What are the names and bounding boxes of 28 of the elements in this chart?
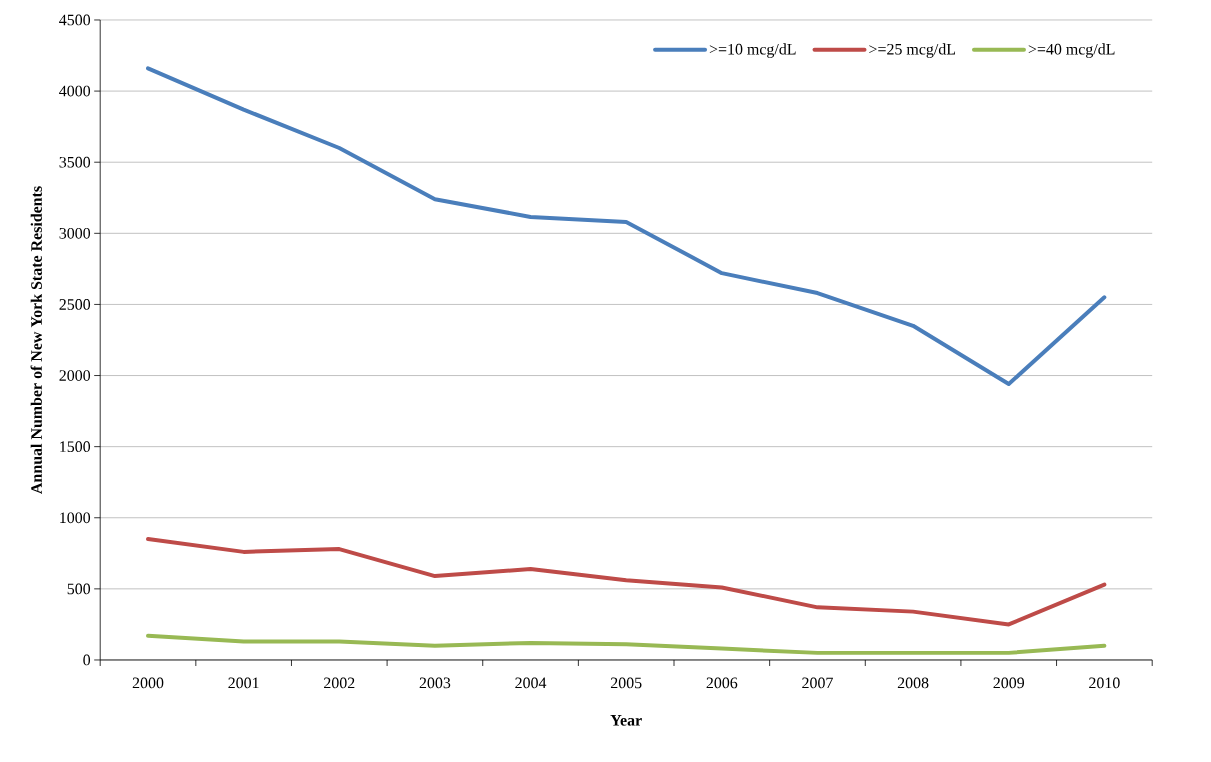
legend-label: >=40 mcg/dL [1028, 43, 1115, 58]
x-tick-label: 2001 [228, 677, 259, 689]
x-tick-label: 2005 [610, 677, 642, 689]
x-tick-label: 2008 [897, 677, 929, 689]
x-tick-label: 2006 [706, 677, 738, 689]
x-tick-label: 2004 [515, 677, 547, 689]
x-tick-label: 2003 [419, 677, 451, 689]
x-axis-title: Year [610, 715, 642, 726]
y-tick-label: 1000 [60, 512, 91, 524]
y-tick-label: 0 [83, 654, 91, 666]
y-tick-label: 3500 [59, 156, 91, 168]
x-tick-label: 2002 [324, 677, 355, 689]
y-tick-label: 3000 [59, 227, 91, 239]
y-tick-label: 4000 [59, 85, 91, 97]
x-tick-label: 2007 [802, 677, 833, 689]
legend-label: >=25 mcg/dL [869, 43, 956, 58]
legend-label: >=10 mcg/dL [709, 43, 796, 58]
y-tick-label: 4500 [59, 14, 91, 26]
x-tick-label: 2000 [132, 677, 164, 689]
y-axis-title: Annual Number of New York State Residents [30, 186, 42, 494]
line-series [146, 66, 1107, 387]
y-tick-label: 500 [67, 583, 91, 595]
x-tick-label: 2009 [993, 677, 1025, 689]
line-series [146, 537, 1107, 627]
x-tick-label: 2010 [1089, 677, 1120, 689]
y-tick-label: 2000 [59, 370, 91, 381]
y-tick-label: 2500 [59, 299, 91, 310]
y-tick-label: 1500 [60, 441, 91, 453]
